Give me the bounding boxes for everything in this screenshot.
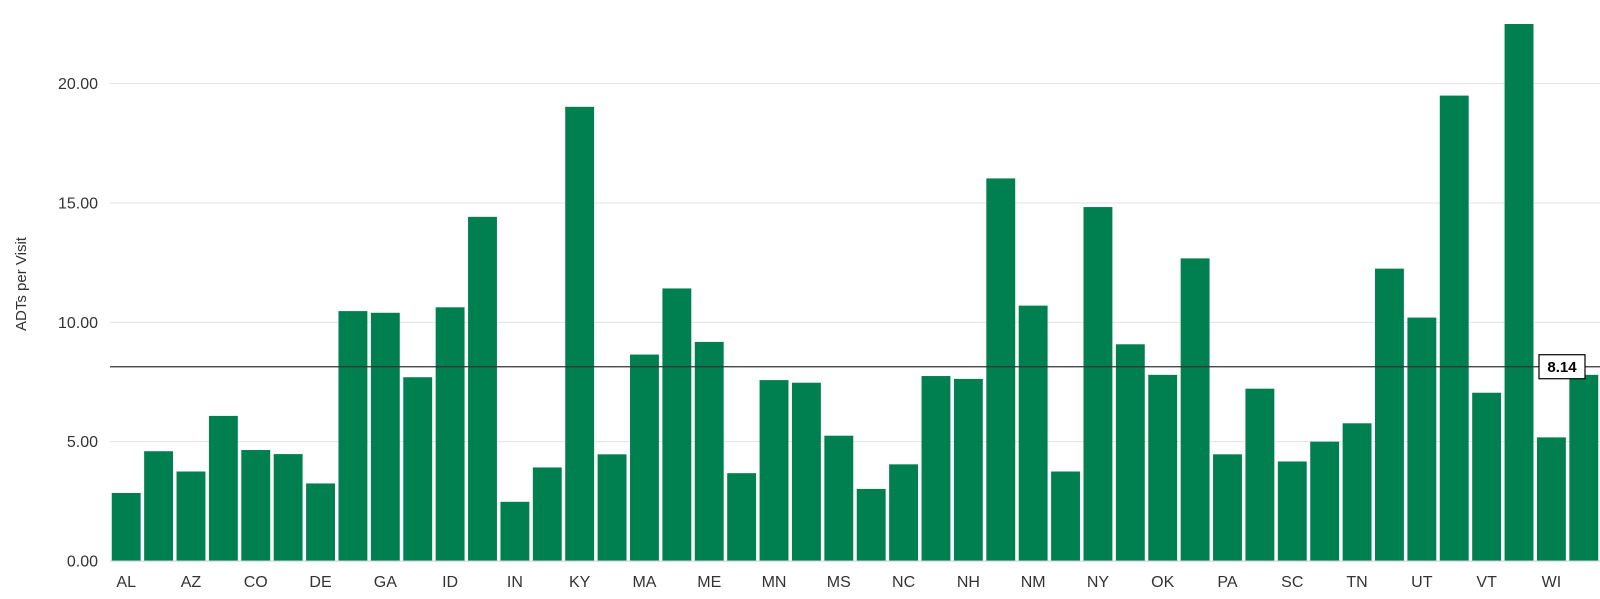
x-tick-label: NC [892, 574, 915, 591]
bar-nv [1051, 471, 1080, 561]
bar-me [694, 341, 724, 561]
x-axis-ticks: AL AZ CO DE GA ID IN KY MA ME MN MS NC NH NM NY OK PA SC TN… [116, 574, 1561, 591]
bar-tx [1375, 268, 1404, 561]
x-tick-label: CO [244, 574, 268, 591]
bar-de [306, 483, 335, 561]
bar-id [435, 307, 465, 561]
x-tick-label: GA [374, 574, 397, 591]
x-tick-label: NM [1021, 574, 1046, 591]
bar-ar [144, 451, 174, 561]
bar-vt [1472, 392, 1502, 561]
bar-in [500, 501, 530, 561]
bar-nj [986, 178, 1016, 561]
x-tick-label: AL [116, 574, 136, 591]
bar-ut [1407, 317, 1437, 561]
x-tick-label: AZ [181, 574, 202, 591]
bar-ky [565, 106, 595, 562]
bar-md [662, 288, 692, 561]
bar-ok [1148, 374, 1178, 561]
x-tick-label: VT [1476, 574, 1497, 591]
x-tick-label: KY [569, 574, 591, 591]
y-tick-label: 5.00 [67, 434, 98, 451]
y-tick-label: 10.00 [58, 315, 98, 332]
bar-mn [759, 380, 789, 561]
x-tick-label: NY [1087, 574, 1110, 591]
bar-or [1180, 258, 1210, 561]
bar-ca [208, 415, 238, 561]
y-tick-label: 20.00 [58, 76, 98, 93]
y-axis-ticks: 0.00 5.00 10.00 15.00 20.00 [58, 76, 98, 570]
bar-mi [727, 473, 757, 561]
bar-il [468, 216, 497, 562]
bar-nd [921, 376, 951, 561]
bar-wa [1504, 24, 1534, 561]
bar-tn [1342, 423, 1372, 561]
x-tick-label: UT [1411, 574, 1433, 591]
bar-la [597, 454, 627, 561]
x-tick-label: MN [762, 574, 787, 591]
x-tick-label: ID [442, 574, 458, 591]
x-tick-label: DE [309, 574, 331, 591]
x-tick-label: MS [827, 574, 851, 591]
x-tick-label: ME [697, 574, 721, 591]
bars [111, 24, 1599, 562]
bar-nh [953, 378, 983, 561]
bar-ma [630, 354, 659, 561]
x-tick-label: MA [632, 574, 656, 591]
bar-wv [1569, 374, 1599, 561]
x-tick-label: PA [1217, 574, 1237, 591]
reference-label: 8.14 [1547, 359, 1577, 376]
y-tick-label: 15.00 [58, 196, 98, 213]
bar-ia [403, 377, 433, 561]
x-tick-label: SC [1281, 574, 1303, 591]
bar-nm [1018, 305, 1048, 561]
bar-pa [1213, 454, 1242, 561]
x-tick-label: TN [1346, 574, 1367, 591]
bar-ny [1083, 207, 1113, 562]
bar-ms [824, 435, 854, 561]
bar-ri [1245, 388, 1275, 561]
y-axis-title: ADTs per Visit [13, 236, 30, 331]
bar-va [1439, 95, 1469, 561]
bar-az [176, 471, 206, 561]
bar-ks [532, 467, 562, 561]
x-tick-label: IN [507, 574, 523, 591]
bar-nc [889, 464, 919, 561]
bar-sc [1277, 461, 1307, 561]
x-tick-label: NH [957, 574, 980, 591]
bar-sd [1310, 441, 1340, 561]
bar-wi [1536, 437, 1566, 561]
bar-mt [856, 488, 886, 561]
bar-mo [791, 382, 821, 561]
bar-fl [338, 311, 368, 561]
bar-co [241, 450, 271, 561]
bar-ct [273, 454, 303, 561]
x-tick-label: OK [1151, 574, 1174, 591]
y-tick-label: 0.00 [67, 554, 98, 571]
x-tick-label: WI [1542, 574, 1562, 591]
reference-label-box [1538, 354, 1586, 380]
bar-al [111, 492, 141, 561]
bar-ga [370, 312, 400, 561]
bar-oh [1115, 344, 1145, 561]
